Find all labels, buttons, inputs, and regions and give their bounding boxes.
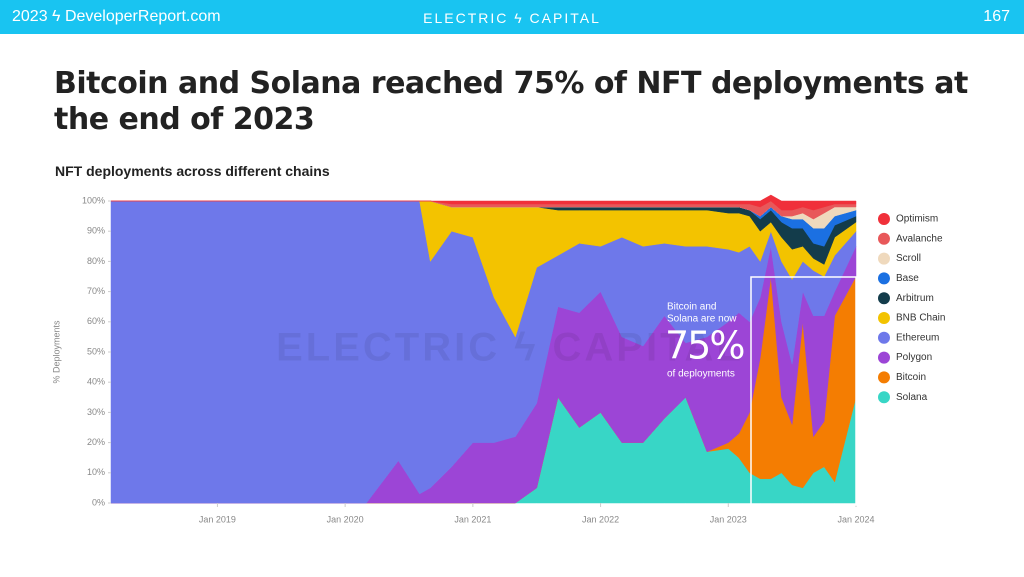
legend-label: Base <box>896 273 919 284</box>
x-tick-label: Jan 2023 <box>710 514 747 524</box>
legend-swatch <box>878 232 890 245</box>
legend-label: Bitcoin <box>896 372 926 383</box>
x-tick-label: Jan 2021 <box>454 514 491 524</box>
y-tick-label: 10% <box>87 467 105 477</box>
area <box>111 194 857 211</box>
y-tick-label: 70% <box>87 286 105 296</box>
x-tick-label: Jan 2019 <box>199 514 236 524</box>
legend-swatch <box>878 252 890 265</box>
legend-swatch <box>878 213 890 225</box>
page-number: 167 <box>983 8 1010 25</box>
y-tick-label: 20% <box>87 437 105 447</box>
y-tick-label: 90% <box>87 226 105 236</box>
legend-swatch <box>878 272 890 285</box>
y-tick-label: 50% <box>87 346 105 356</box>
legend-label: Avalanche <box>896 233 943 244</box>
x-tick-label: Jan 2020 <box>327 514 364 524</box>
y-tick-label: 60% <box>87 316 105 326</box>
slide-title: Bitcoin and Solana reached 75% of NFT de… <box>54 66 968 137</box>
highlight-box <box>750 276 857 506</box>
logo: ELECTRIC ϟ CAPITAL <box>423 10 601 26</box>
x-tick-label: Jan 2022 <box>582 514 619 524</box>
annotation-note: of deployments <box>667 369 735 380</box>
legend-label: Solana <box>896 392 928 403</box>
y-tick-label: 30% <box>87 407 105 417</box>
legend-swatch <box>878 351 890 364</box>
annotation-text: Bitcoin and <box>667 302 716 313</box>
legend-label: BNB Chain <box>896 313 945 324</box>
legend-swatch <box>878 312 890 324</box>
header-bar: 2023 ϟ DeveloperReport.com ELECTRIC ϟ CA… <box>0 0 1024 34</box>
y-axis-label: % Deployments <box>51 320 61 384</box>
legend-label: Polygon <box>896 352 932 363</box>
y-tick-label: 0% <box>92 497 105 507</box>
legend-swatch <box>878 391 890 404</box>
chart-subtitle: NFT deployments across different chains <box>55 163 330 179</box>
y-tick-label: 40% <box>87 377 105 387</box>
annotation-big: 75% <box>665 324 744 368</box>
legend-label: Optimism <box>896 214 938 225</box>
legend-label: Arbitrum <box>896 293 934 304</box>
y-tick-label: 80% <box>87 256 105 266</box>
legend-swatch <box>878 331 890 344</box>
legend-label: Scroll <box>896 253 921 264</box>
legend-label: Ethereum <box>896 332 939 343</box>
legend-swatch <box>878 292 890 305</box>
x-tick-label: Jan 2024 <box>837 514 874 524</box>
watermark: ELECTRIC ϟ CAPITAL <box>276 326 744 370</box>
y-tick-label: 100% <box>82 195 105 205</box>
legend-swatch <box>878 371 890 384</box>
site-name: 2023 ϟ DeveloperReport.com <box>12 8 221 25</box>
annotation-text: Solana are now <box>667 314 737 325</box>
